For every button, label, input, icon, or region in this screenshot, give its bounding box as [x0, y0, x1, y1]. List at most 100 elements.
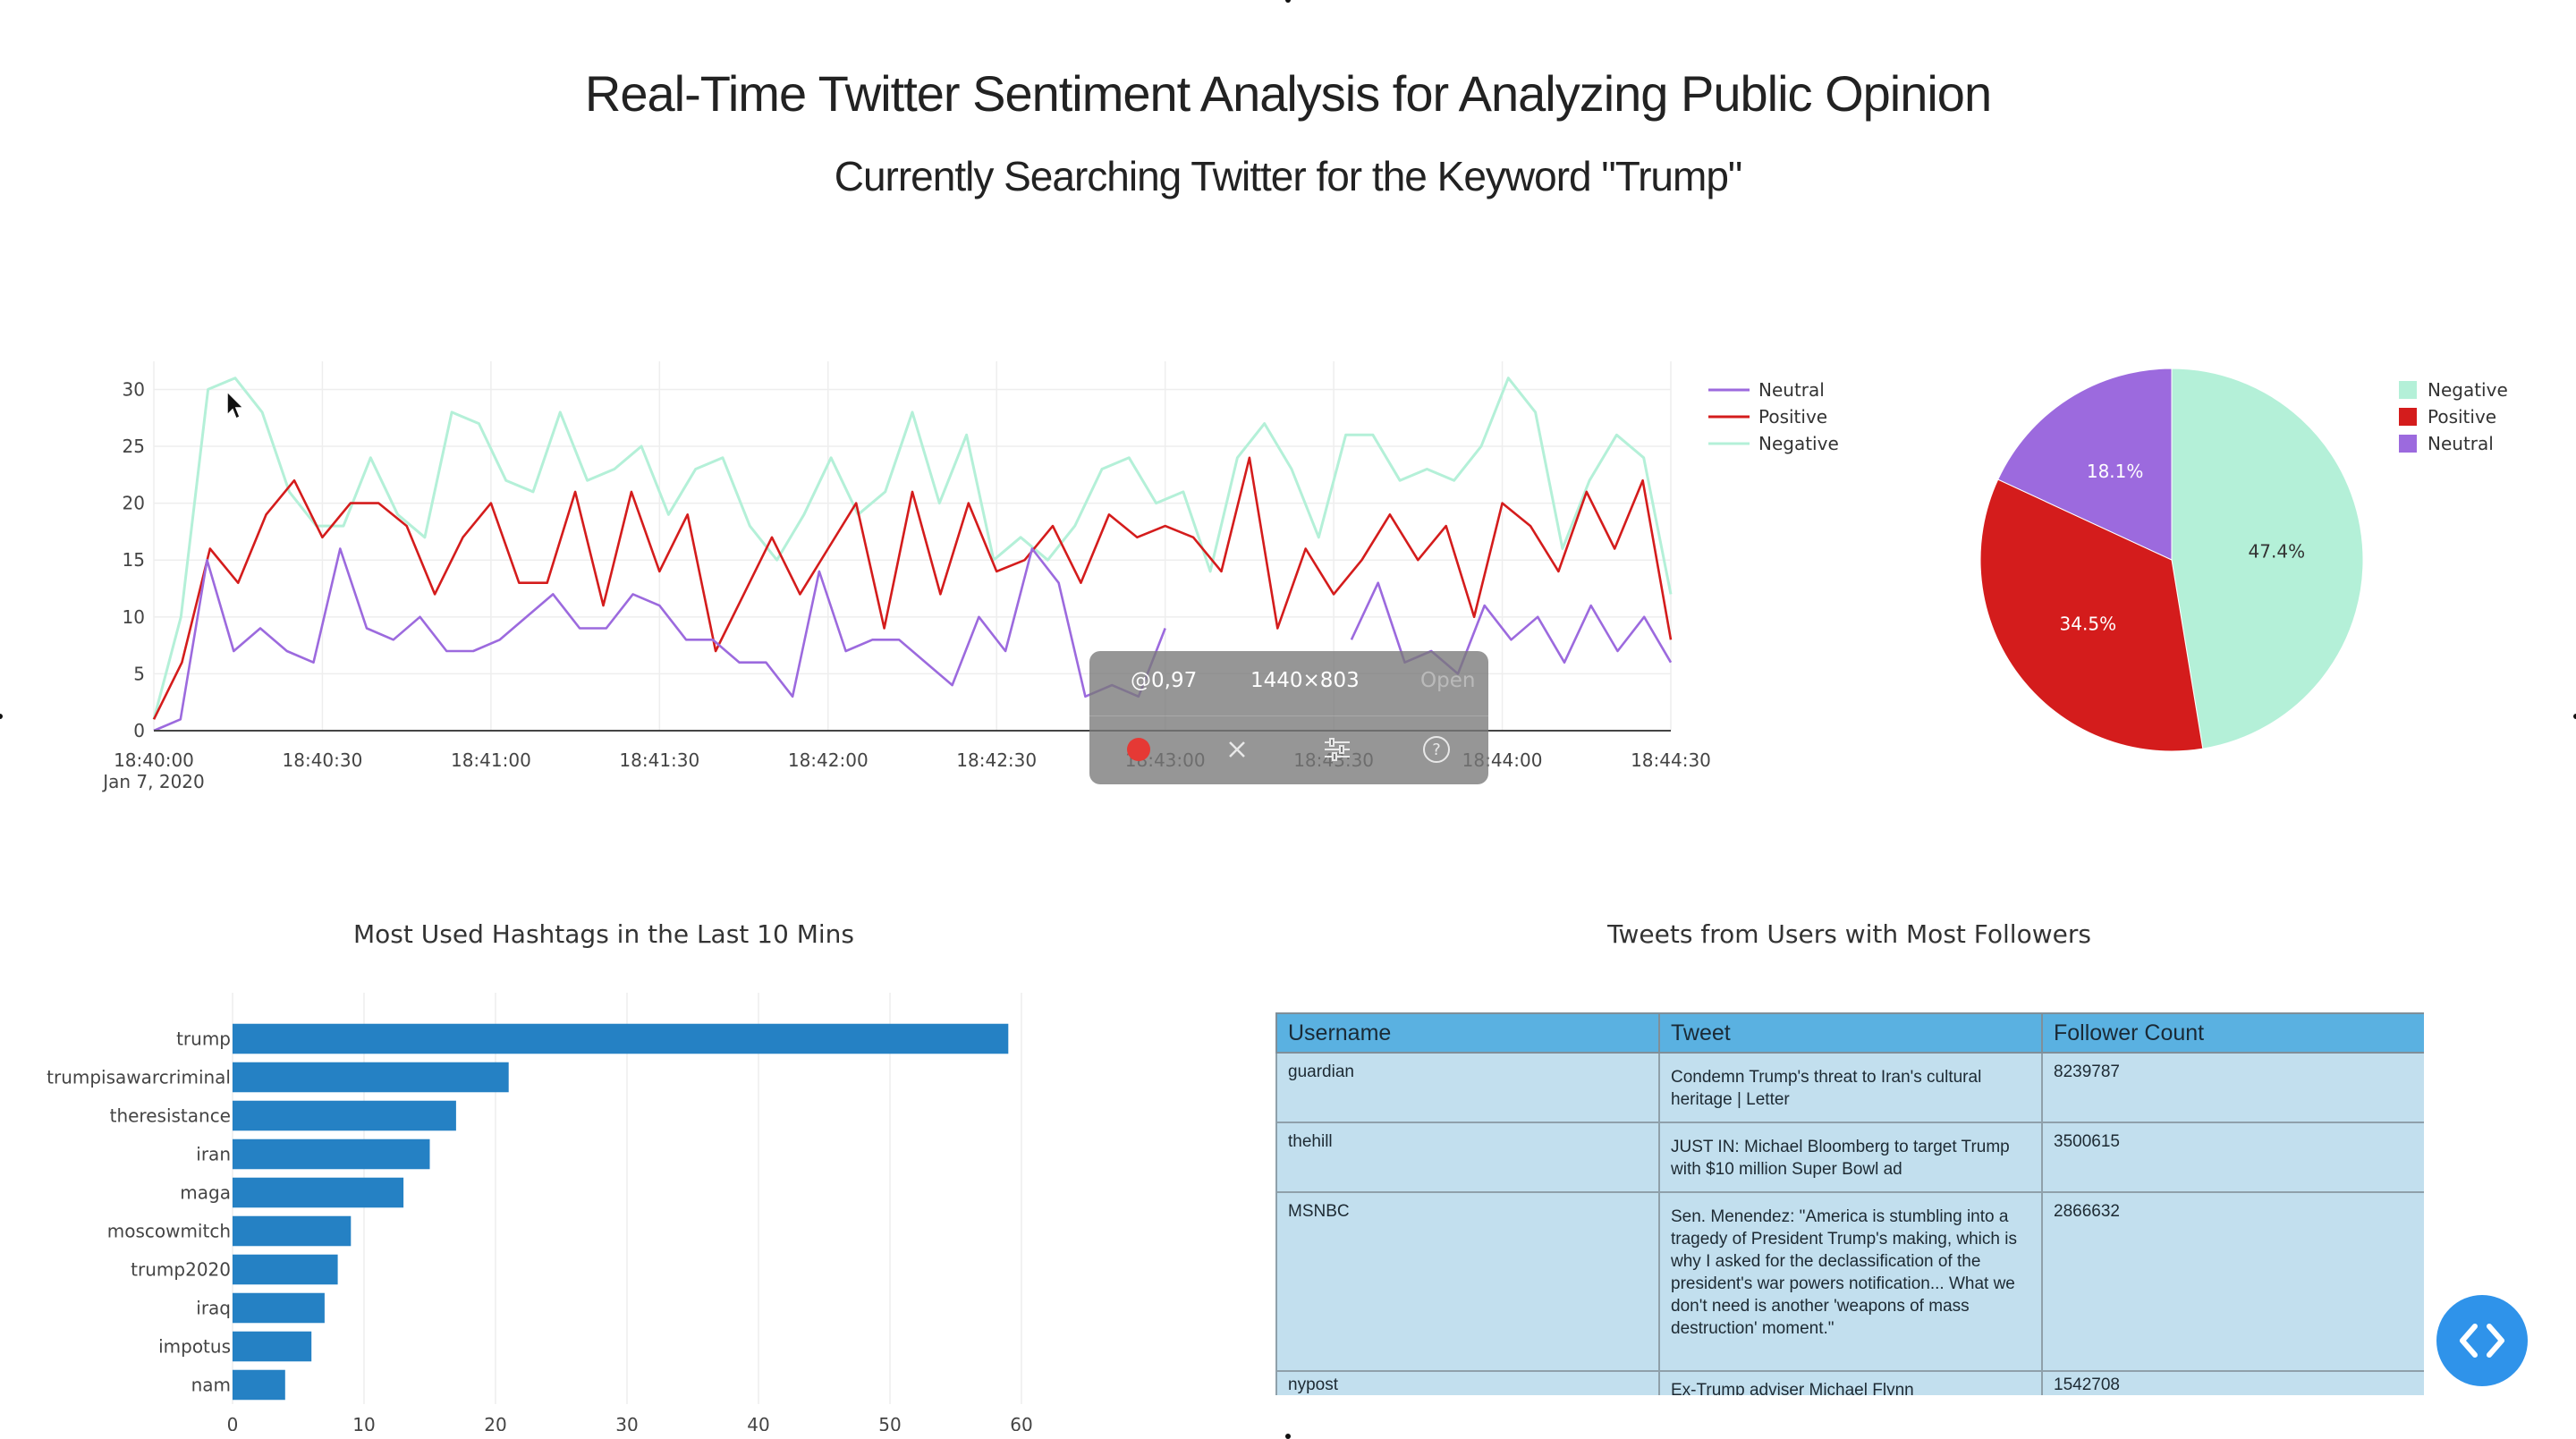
- mouse-cursor-icon: [226, 390, 245, 420]
- bar-trump: [233, 1023, 1009, 1054]
- series-line-negative: [152, 377, 1673, 720]
- x-tick-label: 18:40:00: [114, 749, 194, 771]
- follower-count-cell: 8239787: [2041, 1052, 2424, 1123]
- sentiment-pie-chart: 47.4% 34.5% 18.1% Negative Positive Neutral: [1979, 368, 2508, 752]
- follower-count-cell: 2866632: [2041, 1191, 2424, 1372]
- legend-swatch-negative: [2399, 381, 2417, 399]
- username-cell: MSNBC: [1275, 1191, 1660, 1372]
- edge-mark-left: [0, 714, 3, 719]
- record-button[interactable]: [1112, 723, 1165, 776]
- column-header-username: Username: [1275, 1012, 1660, 1054]
- bar-trump2020: [233, 1254, 338, 1285]
- page-title: Real-Time Twitter Sentiment Analysis for…: [584, 65, 1992, 122]
- y-tick-label: 15: [123, 549, 145, 571]
- x-date-label: Jan 7, 2020: [101, 771, 205, 792]
- pie-slice-positive: [1979, 478, 2204, 752]
- username-cell: nypost: [1275, 1370, 1660, 1395]
- edge-mark-bottom: [1285, 1434, 1291, 1439]
- bar-impotus: [233, 1331, 312, 1362]
- category-label: maga: [180, 1182, 231, 1204]
- open-button[interactable]: Open: [1420, 669, 1476, 692]
- x-tick-label: 18:41:30: [619, 749, 699, 771]
- close-button[interactable]: [1210, 723, 1264, 776]
- pie-slice-negative: [2171, 368, 2364, 749]
- help-button[interactable]: ?: [1410, 723, 1463, 776]
- column-header-follower-count: Follower Count: [2041, 1012, 2424, 1054]
- code-icon: [2460, 1324, 2504, 1358]
- x-tick-label: 60: [1010, 1414, 1032, 1431]
- table-row: MSNBC Sen. Menendez: "America is stumbli…: [1275, 1191, 2424, 1372]
- svg-text:?: ?: [1432, 741, 1441, 759]
- capture-info-row: @0,97 1440×803 Open: [1089, 651, 1488, 716]
- category-label: trumpisawarcriminal: [47, 1067, 231, 1088]
- bar-iraq: [233, 1292, 325, 1324]
- category-label: nam: [191, 1375, 231, 1396]
- y-tick-label: 25: [123, 436, 145, 457]
- sliders-icon: [1325, 738, 1350, 761]
- tweet-cell: JUST IN: Michael Bloomberg to target Tru…: [1658, 1122, 2043, 1193]
- bar-nam: [233, 1369, 285, 1401]
- hashtag-bar-chart: 0 10 20 30 40 50 60 trump trumpisawarcriminal the…: [47, 993, 1033, 1431]
- x-tick-label: 18:42:00: [788, 749, 869, 771]
- category-label: theresistance: [110, 1105, 231, 1127]
- bar-moscowmitch: [233, 1215, 352, 1247]
- page-subtitle: Currently Searching Twitter for the Keyw…: [834, 153, 1743, 199]
- category-label: iran: [196, 1144, 231, 1165]
- capture-dimensions: 1440×803: [1250, 669, 1360, 692]
- capture-toolbar[interactable]: @0,97 1440×803 Open ?: [1089, 651, 1488, 784]
- y-tick-label: 0: [133, 720, 145, 741]
- series-line-positive: [152, 456, 1673, 720]
- column-header-tweet: Tweet: [1658, 1012, 2043, 1054]
- edge-mark-top: [1285, 0, 1291, 3]
- pie-slice-neutral: [1997, 368, 2173, 561]
- edge-mark-right: [2573, 714, 2576, 719]
- category-label: impotus: [158, 1336, 231, 1358]
- x-tick-label: 18:44:30: [1631, 749, 1711, 771]
- x-tick-label: 40: [747, 1414, 769, 1431]
- code-toggle-button[interactable]: [2436, 1295, 2528, 1386]
- table-row: nypost Ex-Trump adviser Michael Flynn 15…: [1275, 1370, 2424, 1395]
- y-tick-label: 10: [123, 606, 145, 628]
- y-tick-label: 5: [133, 663, 145, 684]
- x-tick-label: 20: [484, 1414, 506, 1431]
- category-label: moscowmitch: [107, 1221, 231, 1242]
- tweets-table[interactable]: Username Tweet Follower Count guardian C…: [1275, 1012, 2424, 1395]
- bar-maga: [233, 1177, 404, 1208]
- help-icon: ?: [1423, 736, 1450, 763]
- tweets-table-title: Tweets from Users with Most Followers: [1607, 919, 2091, 949]
- pie-label-positive: 34.5%: [2060, 613, 2117, 634]
- tweet-cell: Condemn Trump's threat to Iran's cultura…: [1658, 1052, 2043, 1123]
- x-tick-label: 0: [227, 1414, 239, 1431]
- tweet-cell: Ex-Trump adviser Michael Flynn: [1658, 1370, 2043, 1395]
- y-tick-label: 20: [123, 493, 145, 514]
- legend-label-neutral: Neutral: [2428, 433, 2494, 454]
- table-header-row: Username Tweet Follower Count: [1275, 1012, 2424, 1054]
- bar-iran: [233, 1139, 430, 1170]
- legend-label-neutral: Neutral: [1758, 379, 1825, 401]
- settings-button[interactable]: [1310, 723, 1364, 776]
- x-tick-label: 18:42:30: [956, 749, 1037, 771]
- x-tick-label: 18:40:30: [283, 749, 363, 771]
- table-row: guardian Condemn Trump's threat to Iran'…: [1275, 1052, 2424, 1123]
- bar-theresistance: [233, 1100, 456, 1131]
- category-label: iraq: [196, 1298, 231, 1319]
- record-icon: [1127, 738, 1150, 761]
- capture-coordinates: @0,97: [1131, 669, 1198, 692]
- pie-label-neutral: 18.1%: [2087, 461, 2144, 482]
- bar-trumpisawarcriminal: [233, 1062, 509, 1093]
- legend-label-positive: Positive: [1758, 406, 1827, 427]
- username-cell: thehill: [1275, 1122, 1660, 1193]
- legend-label-negative: Negative: [1758, 433, 1839, 454]
- hashtag-chart-title: Most Used Hashtags in the Last 10 Mins: [353, 919, 854, 949]
- legend-swatch-positive: [2399, 408, 2417, 426]
- follower-count-cell: 3500615: [2041, 1122, 2424, 1193]
- legend-swatch-neutral: [2399, 435, 2417, 453]
- pie-label-negative: 47.4%: [2249, 540, 2306, 562]
- sentiment-line-chart: 18:40:00 18:40:30 18:41:00 18:41:30 18:42:00…: [101, 361, 1839, 792]
- username-cell: guardian: [1275, 1052, 1660, 1123]
- x-tick-label: 10: [352, 1414, 375, 1431]
- category-label: trump: [176, 1028, 231, 1050]
- legend-label-positive: Positive: [2428, 406, 2496, 427]
- close-icon: [1229, 741, 1245, 758]
- x-tick-label: 50: [878, 1414, 901, 1431]
